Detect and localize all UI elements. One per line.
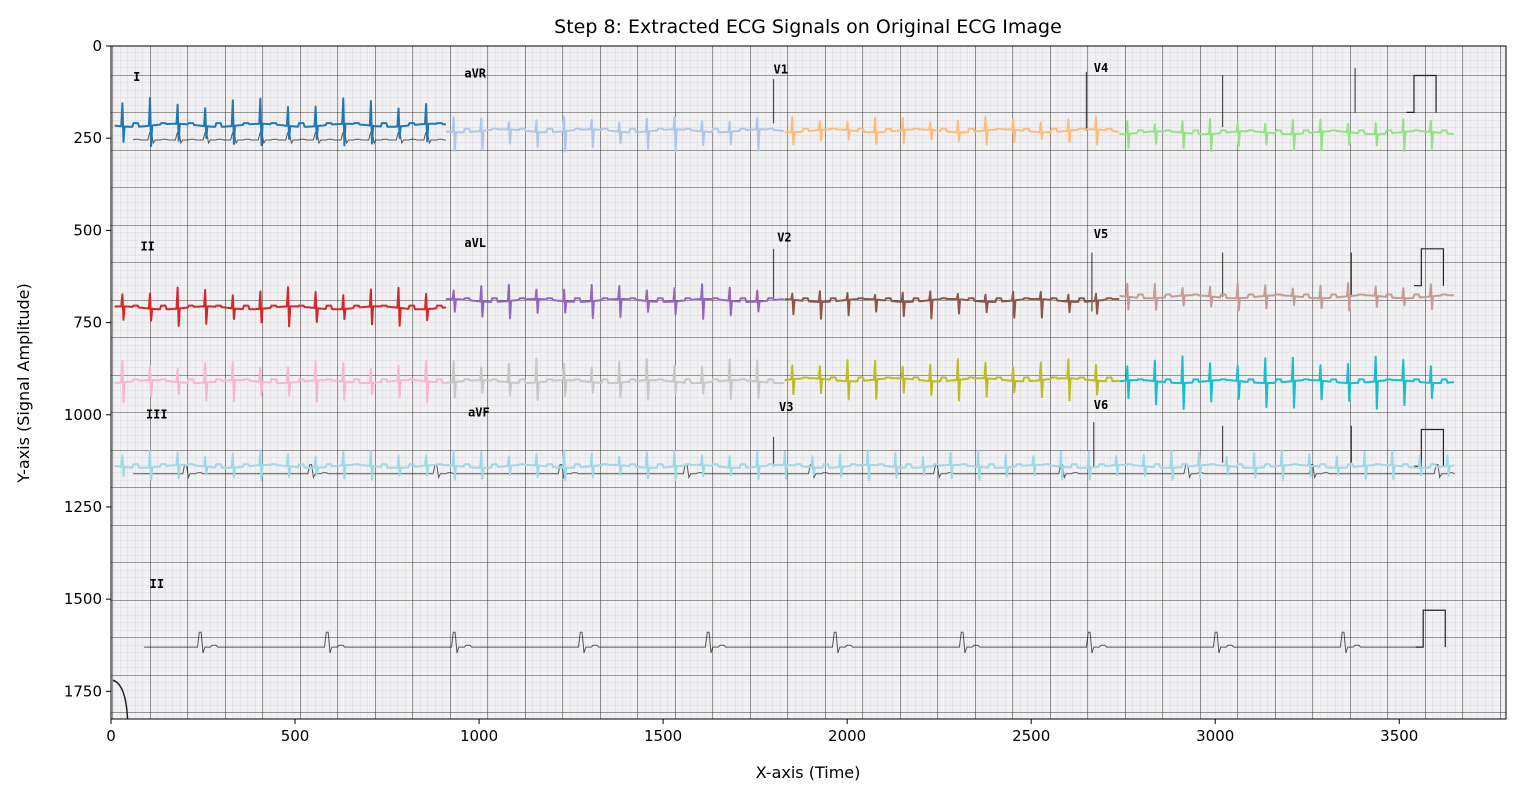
y-tick-label: 1750 — [64, 682, 102, 700]
original-trace — [144, 631, 1422, 654]
x-tick-label: 1000 — [460, 727, 498, 745]
lead-label: aVF — [468, 406, 490, 420]
ecg-series-line — [445, 116, 784, 153]
ecg-series-line — [784, 116, 1120, 146]
y-tick-label: 250 — [73, 129, 102, 147]
y-tick-label: 0 — [92, 37, 102, 55]
original-ecg-traces — [112, 68, 1455, 719]
extracted-signals — [114, 96, 1455, 482]
lead-label: V6 — [1094, 398, 1108, 412]
lead-label: V3 — [779, 400, 793, 414]
calibration-pulse — [1413, 248, 1445, 287]
chart-title: Step 8: Extracted ECG Signals on Origina… — [554, 16, 1062, 38]
y-tick-label: 750 — [73, 314, 102, 332]
lead-label: V1 — [774, 63, 788, 77]
x-tick-label: 500 — [281, 727, 310, 745]
x-tick-label: 0 — [106, 727, 116, 745]
y-tick-label: 1000 — [64, 406, 102, 424]
lead-label: III — [146, 407, 168, 421]
ecg-series-line — [1119, 355, 1455, 410]
x-axis-label: X-axis (Time) — [756, 763, 861, 782]
ecg-series-line — [445, 357, 784, 401]
ecg-series-line — [784, 358, 1120, 402]
ecg-series-line — [1119, 117, 1455, 152]
lead-label: V2 — [777, 230, 791, 244]
y-tick-label: 1500 — [64, 590, 102, 608]
plot-frame — [110, 45, 1507, 720]
ecg-series-line — [114, 449, 1455, 482]
original-trace — [133, 464, 1455, 480]
ecg-series-line — [445, 283, 784, 320]
x-tick-label: 1500 — [644, 727, 682, 745]
y-axis-ticks: 0 250 500 750 1000 1250 1500 1750 — [64, 37, 111, 700]
x-tick-label: 3500 — [1380, 727, 1418, 745]
ecg-series-line — [114, 286, 446, 328]
lead-label: II — [150, 577, 164, 591]
y-axis-label: Y-axis (Signal Amplitude) — [14, 283, 33, 484]
calibration-pulse — [1415, 609, 1446, 648]
y-tick-label: 500 — [73, 221, 102, 239]
ecg-series-line — [784, 290, 1120, 320]
lead-label: aVL — [464, 236, 486, 250]
calibration-pulse — [1406, 74, 1437, 113]
lead-label: I — [133, 70, 140, 84]
ecg-series-line — [1119, 282, 1455, 312]
x-tick-label: 2500 — [1012, 727, 1050, 745]
x-tick-label: 3000 — [1196, 727, 1234, 745]
lead-label: aVR — [464, 66, 486, 80]
lead-label: V5 — [1094, 227, 1108, 241]
lead-label: II — [140, 240, 154, 254]
y-tick-label: 1250 — [64, 498, 102, 516]
x-tick-label: 2000 — [828, 727, 866, 745]
x-axis-ticks: 0 500 1000 1500 2000 2500 3000 3500 — [106, 719, 1418, 745]
lead-label: V4 — [1094, 61, 1108, 75]
ecg-series-line — [114, 359, 446, 404]
scan-edge-mark — [112, 679, 129, 719]
ecg-series-line — [114, 96, 446, 147]
